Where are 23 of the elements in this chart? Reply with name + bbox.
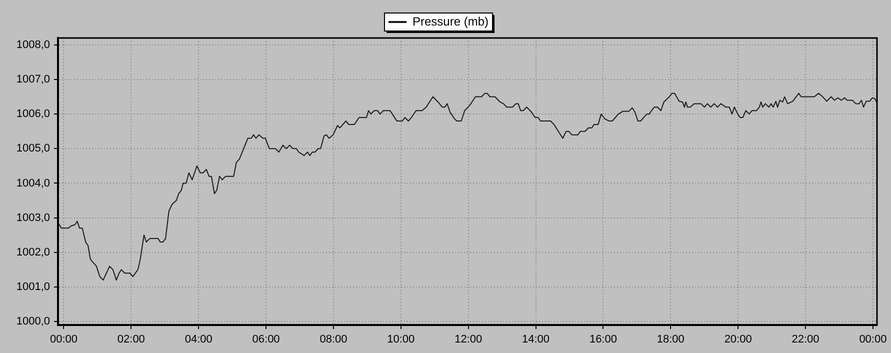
y-tick-label: 1001,0 (16, 280, 50, 293)
y-tick-label: 1004,0 (16, 177, 50, 190)
y-tick-label: 1008,0 (16, 38, 50, 51)
y-tick-label: 1005,0 (16, 142, 50, 155)
x-tick-label: 00:00 (859, 334, 887, 346)
x-tick-label: 14:00 (522, 334, 550, 346)
y-tick-label: 1000,0 (16, 316, 50, 328)
y-tick-label: 1006,0 (16, 108, 50, 120)
y-tick-label: 1003,0 (16, 212, 50, 224)
x-tick-label: 06:00 (252, 334, 280, 346)
x-tick-label: 20:00 (724, 334, 752, 346)
x-tick-label: 16:00 (589, 334, 617, 346)
x-tick-label: 10:00 (387, 334, 415, 346)
legend-label: Pressure (mb) (412, 14, 489, 28)
x-tick-label: 22:00 (792, 334, 820, 346)
x-tick-label: 12:00 (454, 334, 482, 346)
x-tick-label: 08:00 (320, 334, 348, 346)
x-tick-label: 18:00 (656, 334, 684, 346)
x-tick-label: 04:00 (184, 334, 212, 346)
x-tick-label: 00:00 (50, 334, 78, 346)
y-tick-label: 1002,0 (16, 246, 50, 258)
x-tick-label: 02:00 (117, 334, 145, 346)
y-tick-label: 1007,0 (16, 74, 50, 86)
